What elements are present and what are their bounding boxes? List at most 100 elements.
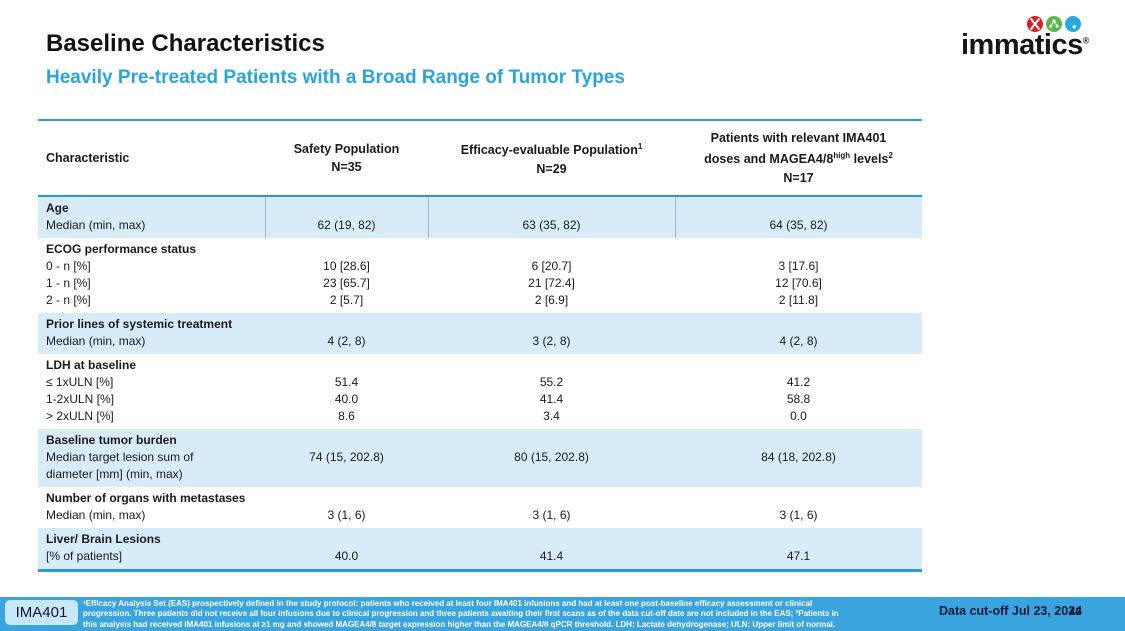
row-label: 1-2xULN [%] xyxy=(46,392,115,406)
logo-green-molecule-icon xyxy=(1046,16,1062,32)
cell-value: 3 [17.6] xyxy=(778,259,819,273)
cell-value: 3 (1, 6) xyxy=(779,508,818,522)
footer-bar xyxy=(0,597,1125,631)
row-label: Median (min, max) xyxy=(46,218,146,232)
table-row: ≤ 1xULN [%] 51.4 55.2 41.2 xyxy=(38,374,922,391)
column-header-characteristic: Characteristic xyxy=(46,151,130,165)
table-row: 1 - n [%] 23 [65.7] 21 [72.4] 12 [70.6] xyxy=(38,275,922,292)
cell-value: 40.0 xyxy=(334,549,359,563)
logo-wordmark-text: immatics xyxy=(961,29,1083,61)
cell-value: 41.4 xyxy=(539,392,564,406)
cell-value: 2 [6.9] xyxy=(534,293,569,307)
cell-value: 55.2 xyxy=(539,375,564,389)
header-line: Patients with relevant IMA401 xyxy=(710,131,887,146)
section-title: Number of organs with metastases xyxy=(46,491,246,505)
footnote-line: ¹Efficacy Analysis Set (EAS) prospective… xyxy=(83,599,813,608)
header-n: N=35 xyxy=(331,160,362,174)
table-row: [% of patients] 40.0 41.4 47.1 xyxy=(38,548,922,565)
program-badge: IMA401 xyxy=(5,600,78,625)
section-title: Age xyxy=(46,201,69,215)
registered-mark: ® xyxy=(1082,35,1090,46)
cell-value: 64 (35, 82) xyxy=(769,218,828,232)
table-row: 0 - n [%] 10 [28.6] 6 [20.7] 3 [17.6] xyxy=(38,258,922,275)
table-row: > 2xULN [%] 8.6 3.4 0.0 xyxy=(38,408,922,425)
cell-value: 8.6 xyxy=(338,409,355,423)
cell-value: 12 [70.6] xyxy=(775,276,822,290)
page-number: 42 xyxy=(1069,606,1082,618)
table-row: Median target lesion sum of diameter [mm… xyxy=(38,449,922,483)
row-label: 1 - n [%] xyxy=(46,276,91,290)
cell-value: 3 (1, 6) xyxy=(532,508,571,522)
column-divider xyxy=(265,197,266,238)
column-header-efficacy-population: Efficacy-evaluable Population1 N=29 xyxy=(428,138,675,177)
cell-value: 23 [65.7] xyxy=(323,276,370,290)
column-divider xyxy=(675,197,676,238)
page-subtitle: Heavily Pre-treated Patients with a Broa… xyxy=(46,67,625,88)
cell-value: 51.4 xyxy=(334,375,359,389)
table-row: 2 - n [%] 2 [5.7] 2 [6.9] 2 [11.8] xyxy=(38,292,922,309)
section-age: Age Median (min, max) 62 (19, 82) 63 (35… xyxy=(38,197,922,238)
cell-value: 2 [11.8] xyxy=(778,293,819,307)
table-header-row: Characteristic Safety Population N=35 Ef… xyxy=(38,121,922,197)
cell-value: 3 (1, 6) xyxy=(327,508,366,522)
cell-value: 6 [20.7] xyxy=(531,259,572,273)
cell-value: 74 (15, 202.8) xyxy=(309,450,384,464)
column-header-safety-population: Safety Population N=35 xyxy=(265,140,428,176)
section-title: Baseline tumor burden xyxy=(46,433,177,447)
cell-value: 84 (18, 202.8) xyxy=(761,450,836,464)
footnote-line: progression. Three patients did not rece… xyxy=(83,609,839,619)
row-label: Median (min, max) xyxy=(46,508,146,522)
section-ldh: LDH at baseline ≤ 1xULN [%] 51.4 55.2 41… xyxy=(38,354,922,429)
row-label: ≤ 1xULN [%] xyxy=(46,375,114,389)
column-divider xyxy=(428,197,429,238)
logo-blue-dot-icon xyxy=(1065,16,1081,32)
cell-value: 3 (2, 8) xyxy=(532,334,571,348)
footnote-marker: 1 xyxy=(637,142,643,152)
table-row: Median (min, max) 62 (19, 82) 63 (35, 82… xyxy=(38,217,922,234)
cell-value: 40.0 xyxy=(334,392,359,406)
section-title: ECOG performance status xyxy=(46,242,197,256)
section-title: LDH at baseline xyxy=(46,358,137,372)
section-ecog: ECOG performance status 0 - n [%] 10 [28… xyxy=(38,238,922,313)
table-row: Median (min, max) 3 (1, 6) 3 (1, 6) 3 (1… xyxy=(38,507,922,524)
cell-value: 41.2 xyxy=(786,375,811,389)
row-label: [% of patients] xyxy=(46,549,123,563)
footnote-line: this analysis had received IMA401 infusi… xyxy=(83,619,836,629)
header-line: Efficacy-evaluable Population xyxy=(460,143,638,158)
cell-value: 3.4 xyxy=(543,409,560,423)
cell-value: 0.0 xyxy=(790,409,807,423)
header-line: levels xyxy=(850,152,889,167)
cell-value: 47.1 xyxy=(786,549,811,563)
column-header-ima401-magea4: Patients with relevant IMA401 doses and … xyxy=(675,129,922,186)
row-label: 2 - n [%] xyxy=(46,293,91,307)
header-line: Safety Population xyxy=(293,142,400,156)
row-label: Median target lesion sum of diameter [mm… xyxy=(46,450,194,481)
logo-dots xyxy=(1027,16,1081,32)
table-row: Median (min, max) 4 (2, 8) 3 (2, 8) 4 (2… xyxy=(38,333,922,350)
row-label: 0 - n [%] xyxy=(46,259,91,273)
footnotes: ¹Efficacy Analysis Set (EAS) prospective… xyxy=(83,599,936,630)
logo-wordmark: immatics® xyxy=(961,29,1089,62)
table-row: 1-2xULN [%] 40.0 41.4 58.8 xyxy=(38,391,922,408)
cell-value: 41.4 xyxy=(539,549,564,563)
page-title: Baseline Characteristics xyxy=(46,30,325,57)
section-tumor-burden: Baseline tumor burden Median target lesi… xyxy=(38,429,922,487)
section-title: Prior lines of systemic treatment xyxy=(46,317,233,331)
cell-value: 58.8 xyxy=(786,392,811,406)
baseline-characteristics-table: Characteristic Safety Population N=35 Ef… xyxy=(38,119,922,572)
cell-value: 4 (2, 8) xyxy=(327,334,366,348)
cell-value: 80 (15, 202.8) xyxy=(514,450,589,464)
cell-value: 10 [28.6] xyxy=(323,259,370,273)
high-superscript: high xyxy=(833,151,851,161)
logo-red-cell-icon xyxy=(1027,16,1043,32)
section-liver-brain: Liver/ Brain Lesions [% of patients] 40.… xyxy=(38,528,922,569)
footnote-marker: 2 xyxy=(888,151,893,161)
cell-value: 21 [72.4] xyxy=(528,276,575,290)
header-line: doses and MAGEA4/8 xyxy=(704,152,834,167)
header-n: N=29 xyxy=(536,161,567,176)
cell-value: 62 (19, 82) xyxy=(317,218,376,232)
section-organs-metastases: Number of organs with metastases Median … xyxy=(38,487,922,528)
cell-value: 4 (2, 8) xyxy=(779,334,818,348)
row-label: Median (min, max) xyxy=(46,334,146,348)
cell-value: 2 [5.7] xyxy=(329,293,364,307)
